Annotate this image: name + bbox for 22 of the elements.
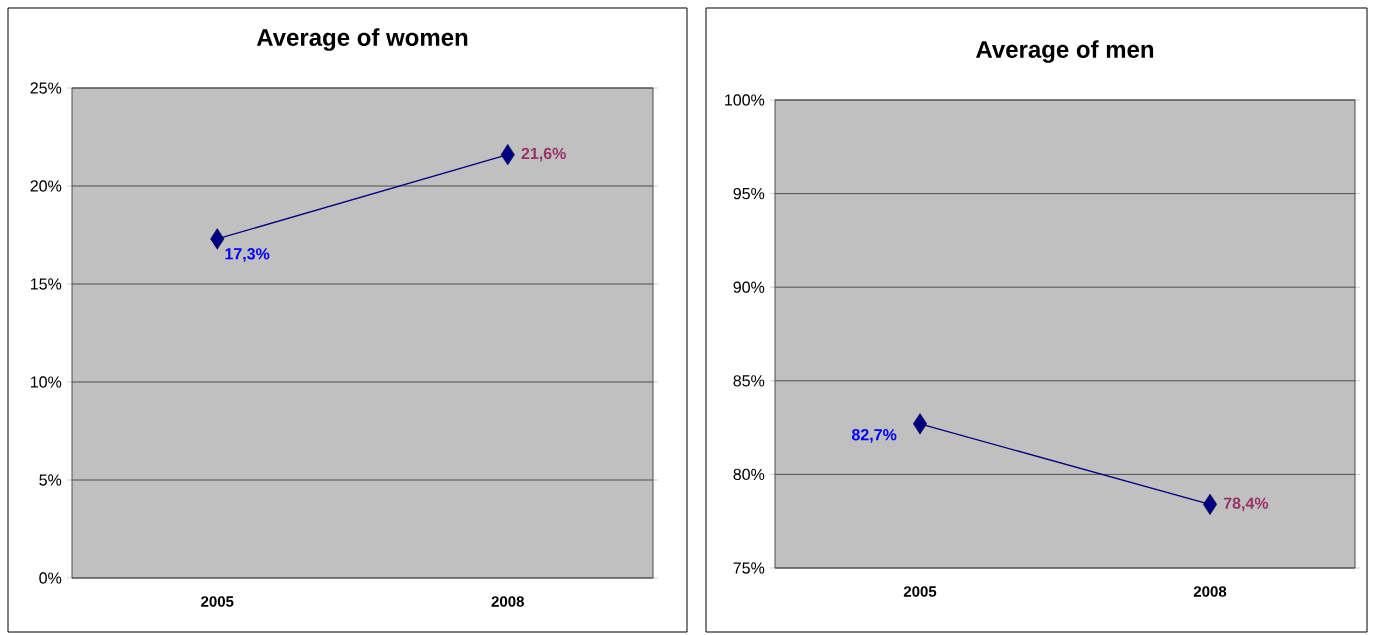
chart-title: Average of women <box>256 28 468 51</box>
y-tick-label: 5% <box>39 474 62 486</box>
x-tick-label: 2008 <box>491 596 524 607</box>
y-tick-label: 100% <box>725 94 765 106</box>
y-tick-label: 95% <box>733 187 765 200</box>
y-tick-label: 25% <box>30 82 62 94</box>
y-tick-label: 0% <box>39 572 62 584</box>
y-tick-label: 75% <box>733 562 765 574</box>
x-tick-label: 2008 <box>1193 586 1227 597</box>
data-label: 17,3% <box>225 248 270 262</box>
x-tick-label: 2005 <box>903 586 937 597</box>
chart-title: Average of men <box>976 40 1154 63</box>
y-tick-label: 15% <box>31 278 62 290</box>
data-label: 78,4% <box>1223 497 1269 512</box>
y-tick-label: 20% <box>30 180 62 192</box>
y-tick-label: 10% <box>31 376 62 388</box>
data-label: 21,6% <box>521 147 566 162</box>
y-tick-label: 85% <box>733 375 765 387</box>
data-label: 82,7% <box>851 429 897 443</box>
y-tick-label: 80% <box>733 468 765 481</box>
x-tick-label: 2005 <box>201 596 234 607</box>
y-tick-label: 90% <box>733 281 765 293</box>
